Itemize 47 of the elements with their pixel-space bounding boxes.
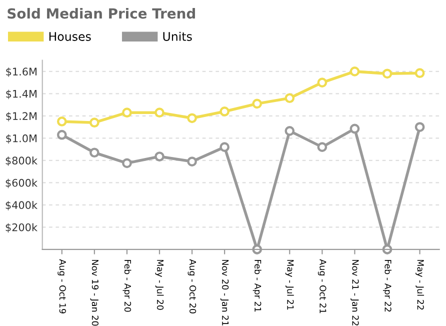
y-tick-label: $1.6M	[6, 67, 36, 77]
point	[56, 130, 67, 140]
point	[56, 116, 67, 126]
point	[154, 152, 164, 162]
y-tick-label: $1.4M	[6, 90, 36, 100]
x-tick-label: Feb - Apr 21	[252, 260, 262, 312]
x-tick-label: Feb - Apr 20	[122, 260, 132, 312]
point	[414, 68, 425, 78]
point	[350, 66, 360, 76]
point	[284, 126, 295, 136]
x-tick-label: Aug - Oct 19	[58, 259, 66, 314]
x-tick-label: Nov 19 - Jan 20	[90, 260, 99, 326]
y-tick-label: $800k	[6, 156, 38, 166]
point	[220, 142, 230, 152]
point	[252, 244, 262, 254]
point	[252, 98, 262, 109]
y-tick-label: $400k	[6, 200, 38, 210]
point	[90, 148, 100, 158]
y-tick-label: $1.2M	[6, 112, 36, 122]
legend-label: Houses	[49, 32, 91, 41]
point	[284, 93, 295, 104]
x-tick-label: Feb - Apr 22	[383, 260, 392, 312]
y-tick-label: $600k	[6, 178, 38, 188]
point	[414, 122, 425, 132]
legend-label: Units	[163, 32, 192, 41]
point	[317, 142, 328, 152]
point	[382, 68, 392, 79]
point	[187, 113, 197, 124]
x-tick-label: Nov 21 - Jan 22	[350, 260, 359, 326]
x-tick-label: May - Jul 20	[155, 260, 164, 310]
point	[317, 78, 328, 88]
y-tick-label: $200k	[6, 223, 38, 233]
point	[382, 244, 392, 254]
point	[350, 124, 360, 134]
x-tick-label: Aug - Oct 21	[318, 259, 326, 314]
point	[122, 108, 132, 118]
chart-title: Sold Median Price Trend	[8, 8, 195, 19]
x-tick-label: May - Jul 22	[416, 260, 424, 310]
point	[90, 118, 100, 128]
y-tick-label: $1.0M	[6, 134, 36, 144]
x-tick-label: Nov 20 - Jan 21	[220, 260, 229, 326]
x-tick-label: May - Jul 21	[285, 260, 294, 310]
point	[154, 108, 164, 118]
point	[122, 158, 132, 168]
point	[187, 156, 197, 166]
point	[220, 106, 230, 116]
x-tick-label: Aug - Oct 20	[188, 259, 196, 314]
